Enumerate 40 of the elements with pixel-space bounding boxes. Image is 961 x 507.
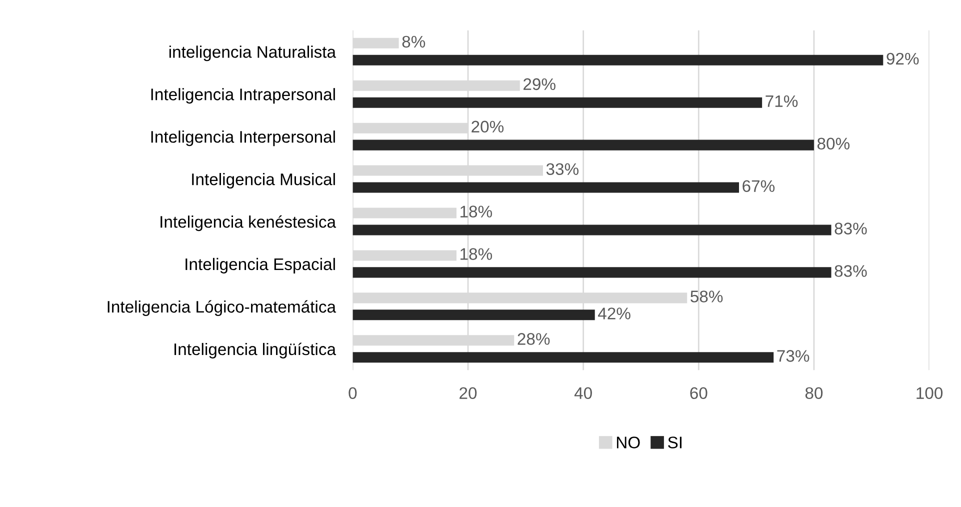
bar (352, 310, 595, 320)
x-tick-label: 100 (916, 387, 943, 400)
legend-label: NO (616, 436, 640, 448)
data-label: 83% (834, 265, 867, 277)
x-tick-label: 60 (690, 387, 708, 400)
x-tick-label: 80 (805, 387, 823, 400)
y-tick-label: inteligencia Naturalista (169, 46, 336, 62)
data-label: 20% (472, 120, 504, 133)
y-tick-label: Inteligencia Intrapersonal (151, 88, 335, 104)
data-label: 80% (817, 138, 850, 150)
x-tick-label: 40 (574, 387, 592, 400)
y-tick-label: Inteligencia Espacial (186, 258, 335, 274)
data-label: 67% (742, 180, 775, 192)
bar (352, 140, 814, 150)
bar (352, 267, 832, 278)
data-label: 8% (402, 36, 426, 48)
bar (352, 54, 884, 66)
bar (352, 182, 740, 193)
data-label: 83% (834, 222, 867, 234)
y-tick-label: Inteligencia Interpersonal (151, 130, 335, 146)
y-tick-label: Inteligencia kenéstesica (160, 215, 336, 232)
bar (352, 97, 762, 108)
data-label: 42% (598, 308, 630, 320)
data-label: 92% (886, 52, 919, 65)
y-tick-label: Inteligencia Lógico-matemática (108, 300, 336, 316)
data-label: 73% (777, 350, 810, 362)
data-label: 33% (546, 163, 579, 176)
bar (352, 352, 774, 363)
data-label: 18% (460, 248, 492, 260)
x-tick-label: 0 (348, 387, 357, 400)
data-label: 29% (524, 78, 556, 90)
data-label: 18% (460, 206, 492, 218)
y-tick-label: Inteligencia lingüística (174, 342, 336, 358)
data-label: 71% (766, 95, 798, 108)
legend-label: SI (668, 436, 682, 448)
x-tick-label: 20 (460, 387, 477, 400)
data-label: 58% (690, 290, 723, 302)
y-tick-label: Inteligencia Musical (192, 172, 335, 189)
data-label: 28% (518, 333, 550, 345)
bar (352, 224, 832, 236)
